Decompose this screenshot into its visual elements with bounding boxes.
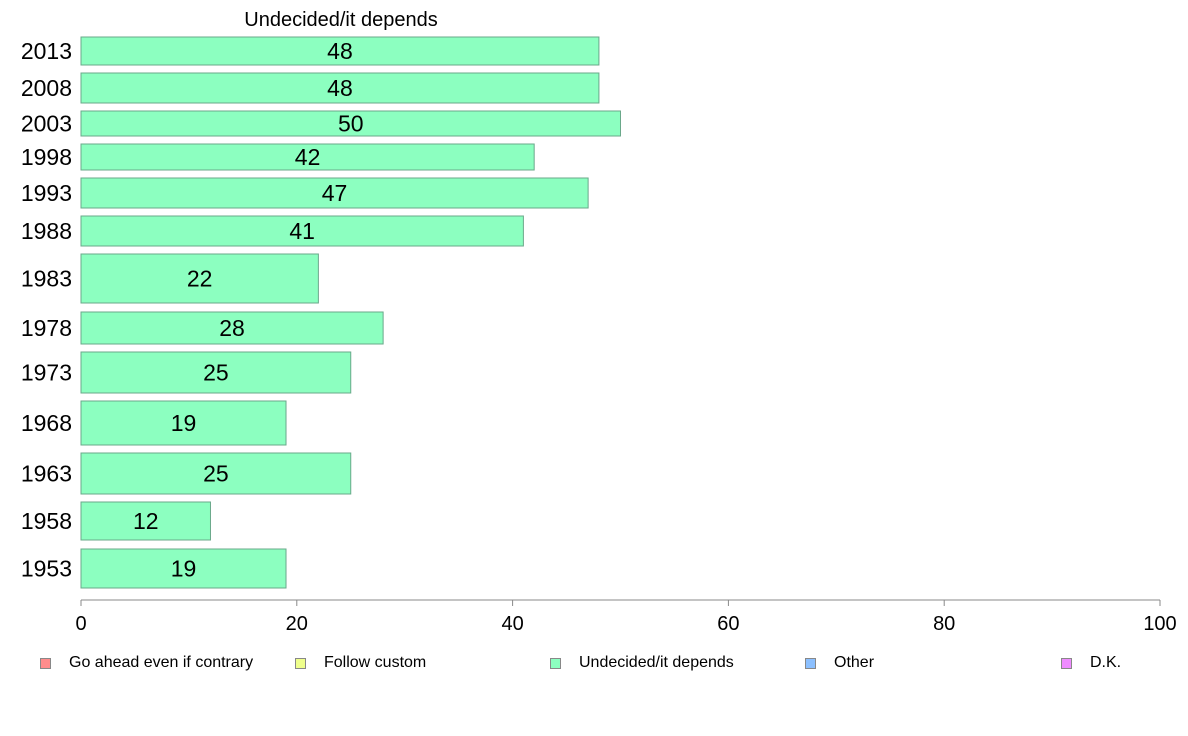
bar-1958: [80, 501, 211, 541]
legend-label: Follow custom: [324, 654, 427, 671]
legend-swatch: [295, 657, 306, 669]
bar-1998: [80, 143, 535, 171]
bar-1983: [80, 253, 319, 304]
bar-value-label-1988: 41: [289, 218, 315, 244]
category-label-1983: 1983: [21, 266, 72, 292]
category-label-2008: 2008: [21, 75, 72, 101]
chart-legend: Go ahead even if contrary Follow custom Un…: [0, 654, 1188, 674]
bar-1973: [80, 351, 352, 394]
legend-item: Go ahead even if contrary: [40, 654, 253, 672]
legend-item: Other: [805, 654, 874, 672]
bar-1978: [80, 311, 384, 345]
category-label-1968: 1968: [21, 410, 72, 436]
x-tick-label-80: 80: [933, 613, 955, 635]
bar-2008: [80, 72, 600, 104]
bar-value-label-1953: 19: [171, 556, 197, 582]
legend-item: Follow custom: [295, 654, 426, 672]
bar-1953: [80, 548, 287, 589]
x-tick-label-40: 40: [501, 613, 523, 635]
bar-value-label-1973: 25: [203, 360, 229, 386]
bar-value-label-1993: 47: [322, 180, 348, 206]
x-tick-label-60: 60: [717, 613, 739, 635]
category-label-1973: 1973: [21, 360, 72, 386]
bar-value-label-1983: 22: [187, 266, 213, 292]
category-label-2013: 2013: [21, 38, 72, 64]
x-tick-label-20: 20: [286, 613, 308, 635]
bar-value-label-1978: 28: [219, 315, 245, 341]
x-tick-label-0: 0: [75, 613, 86, 635]
x-tick-label-100: 100: [1143, 613, 1176, 635]
category-label-1993: 1993: [21, 180, 72, 206]
category-label-1958: 1958: [21, 508, 72, 534]
bar-2013: [80, 36, 600, 66]
legend-label: Go ahead even if contrary: [69, 654, 254, 671]
category-label-1978: 1978: [21, 315, 72, 341]
bar-value-label-1968: 19: [171, 410, 197, 436]
bar-1968: [80, 400, 287, 446]
chart-title: Undecided/it depends: [244, 9, 437, 31]
bar-value-label-2003: 50: [338, 111, 364, 137]
bar-value-label-1958: 12: [133, 508, 159, 534]
category-label-1988: 1988: [21, 218, 72, 244]
category-label-1998: 1998: [21, 144, 72, 170]
category-label-1963: 1963: [21, 461, 72, 487]
legend-label: Other: [834, 654, 875, 671]
legend-item: Undecided/it depends: [550, 654, 734, 672]
category-label-2003: 2003: [21, 111, 72, 137]
bar-value-label-1963: 25: [203, 461, 229, 487]
bar-1963: [80, 452, 352, 495]
bar-value-label-1998: 42: [295, 144, 321, 170]
legend-item: D.K.: [1061, 654, 1121, 672]
legend-swatch: [805, 657, 816, 669]
bar-1993: [80, 177, 589, 209]
legend-label: D.K.: [1090, 654, 1122, 671]
bar-1988: [80, 215, 524, 247]
legend-swatch: [550, 657, 561, 669]
legend-label: Undecided/it depends: [579, 654, 734, 671]
bar-value-label-2013: 48: [327, 38, 353, 64]
category-label-1953: 1953: [21, 556, 72, 582]
bar-2003: [80, 110, 621, 137]
bar-value-label-2008: 48: [327, 75, 353, 101]
legend-swatch: [1061, 657, 1072, 669]
legend-swatch: [40, 657, 51, 669]
